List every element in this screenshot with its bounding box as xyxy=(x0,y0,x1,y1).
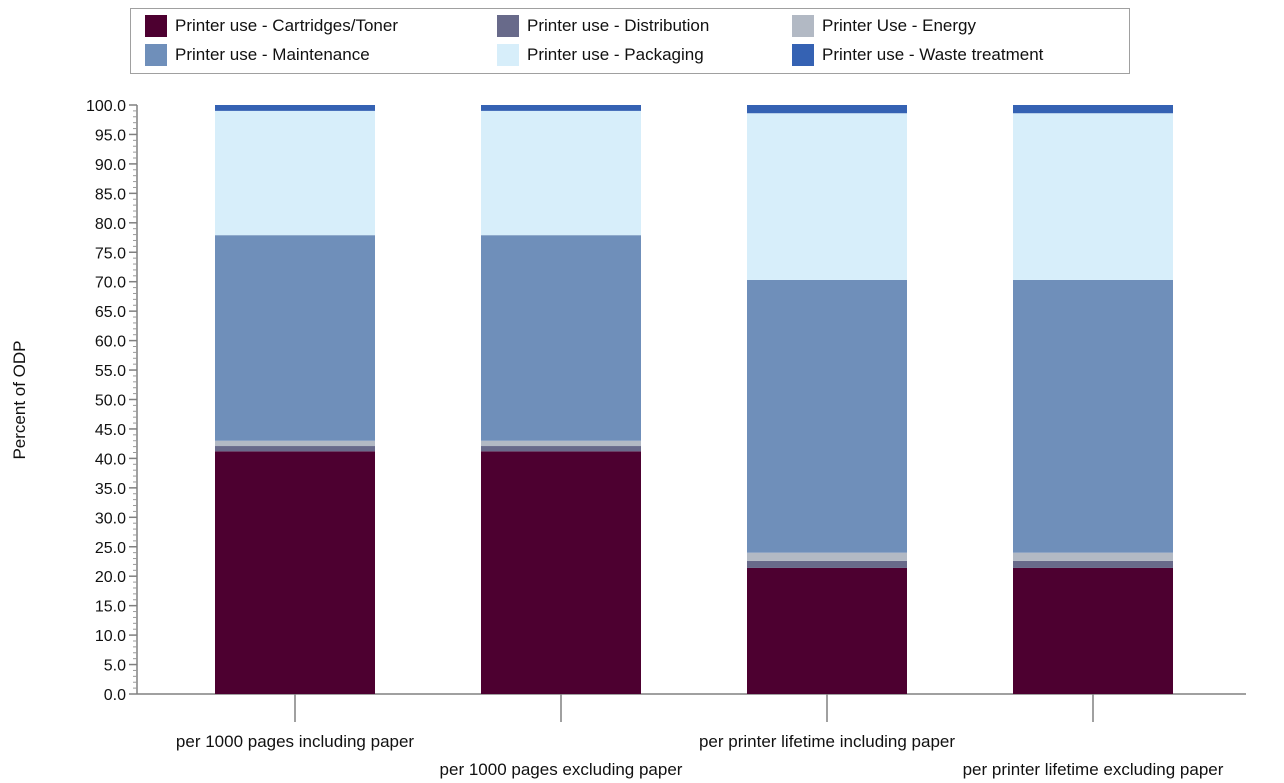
x-tick-label: per 1000 pages including paper xyxy=(176,732,415,751)
legend-swatch xyxy=(145,15,167,37)
bar-segment-2 xyxy=(747,560,907,568)
legend-item: Printer Use - Energy xyxy=(792,14,976,38)
x-tick-label: per printer lifetime including paper xyxy=(699,732,955,751)
bar-segment-3 xyxy=(1013,552,1173,561)
bar-segment-5 xyxy=(747,113,907,280)
y-tick-label: 90.0 xyxy=(95,157,126,174)
bar-segment-2 xyxy=(481,446,641,452)
bar-segment-3 xyxy=(481,440,641,447)
legend: Printer use - Cartridges/Toner Printer us… xyxy=(130,8,1130,74)
bar-segment-6 xyxy=(747,105,907,114)
y-tick-label: 60.0 xyxy=(95,334,126,351)
bar-segment-5 xyxy=(1013,113,1173,280)
bar-segment-5 xyxy=(215,110,375,236)
legend-swatch xyxy=(792,15,814,37)
legend-item: Printer use - Distribution xyxy=(497,14,709,38)
legend-item: Printer use - Maintenance xyxy=(145,43,370,67)
legend-swatch xyxy=(497,15,519,37)
bar-segment-6 xyxy=(215,105,375,111)
bar-segment-6 xyxy=(1013,105,1173,114)
bar-segment-1 xyxy=(1013,567,1173,694)
bar-segment-4 xyxy=(747,279,907,553)
y-tick-label: 65.0 xyxy=(95,304,126,321)
y-tick-label: 5.0 xyxy=(104,658,126,675)
y-tick-label: 70.0 xyxy=(95,275,126,292)
bar-segment-2 xyxy=(215,446,375,452)
y-tick-label: 100.0 xyxy=(86,98,126,115)
legend-label: Printer Use - Energy xyxy=(822,16,976,35)
bar-segment-3 xyxy=(747,552,907,561)
bar-segment-2 xyxy=(1013,560,1173,568)
y-axis-title: Percent of ODP xyxy=(10,340,29,460)
legend-swatch xyxy=(497,44,519,66)
x-tick-label: per printer lifetime excluding paper xyxy=(963,760,1224,779)
legend-label: Printer use - Cartridges/Toner xyxy=(175,16,398,35)
y-tick-label: 95.0 xyxy=(95,127,126,144)
legend-item: Printer use - Cartridges/Toner xyxy=(145,14,398,38)
y-tick-label: 75.0 xyxy=(95,245,126,262)
legend-label: Printer use - Distribution xyxy=(527,16,710,35)
y-tick-label: 45.0 xyxy=(95,422,126,439)
y-tick-label: 25.0 xyxy=(95,540,126,557)
y-tick-label: 35.0 xyxy=(95,481,126,498)
bar-segment-5 xyxy=(481,110,641,236)
y-tick-label: 85.0 xyxy=(95,186,126,203)
y-tick-label: 40.0 xyxy=(95,451,126,468)
legend-label: Printer use - Maintenance xyxy=(175,45,370,64)
legend-swatch xyxy=(792,44,814,66)
bar-segment-4 xyxy=(481,235,641,441)
legend-label: Printer use - Waste treatment xyxy=(822,45,1044,64)
bar-segment-1 xyxy=(747,567,907,694)
y-tick-label: 15.0 xyxy=(95,599,126,616)
y-tick-label: 55.0 xyxy=(95,363,126,380)
y-tick-label: 30.0 xyxy=(95,510,126,527)
y-tick-label: 80.0 xyxy=(95,216,126,233)
bar-segment-1 xyxy=(481,451,641,694)
y-tick-label: 50.0 xyxy=(95,393,126,410)
x-tick-label: per 1000 pages excluding paper xyxy=(440,760,683,779)
legend-label: Printer use - Packaging xyxy=(527,45,704,64)
bars xyxy=(215,105,1173,694)
y-tick-label: 10.0 xyxy=(95,628,126,645)
y-tick-label: 0.0 xyxy=(104,687,126,704)
y-tick-label: 20.0 xyxy=(95,569,126,586)
bar-segment-4 xyxy=(215,235,375,441)
axis-labels: 0.0 5.0 10.0 15.0 20.0 25.0 30.0 35.0 40.0 45.0 50… xyxy=(86,98,1224,779)
legend-swatch xyxy=(145,44,167,66)
legend-item: Printer use - Packaging xyxy=(497,43,704,67)
bar-segment-4 xyxy=(1013,279,1173,553)
bar-segment-6 xyxy=(481,105,641,111)
bar-segment-3 xyxy=(215,440,375,447)
bar-segment-1 xyxy=(215,451,375,694)
legend-item: Printer use - Waste treatment xyxy=(792,43,1043,67)
